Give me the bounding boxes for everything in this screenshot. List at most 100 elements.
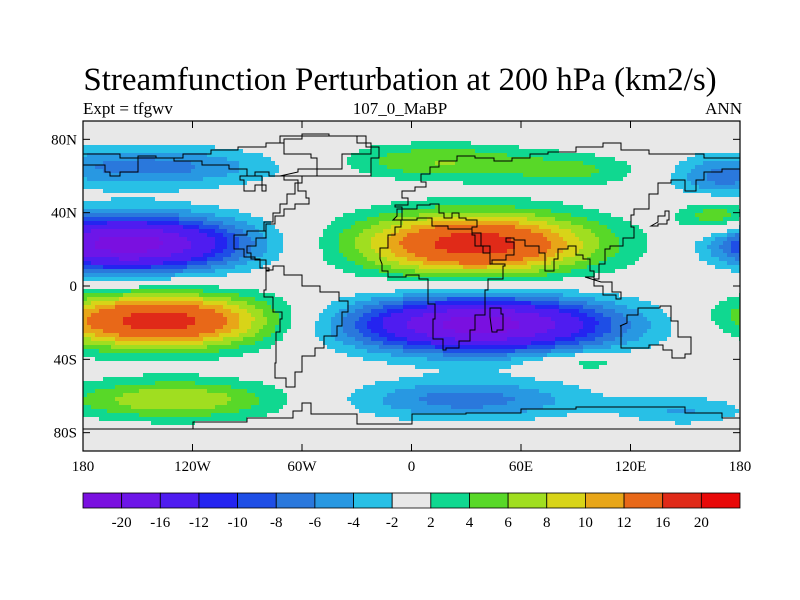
field-cell xyxy=(435,141,440,146)
field-cell xyxy=(627,145,632,150)
field-cell xyxy=(455,153,460,158)
field-cell xyxy=(723,173,728,178)
field-cell xyxy=(635,141,640,146)
field-cell xyxy=(383,205,388,210)
field-cell xyxy=(503,209,508,214)
field-cell xyxy=(671,137,676,142)
field-cell xyxy=(695,205,700,210)
field-cell xyxy=(375,229,380,234)
field-cell xyxy=(407,181,412,186)
field-cell xyxy=(527,221,532,226)
field-cell xyxy=(395,137,400,142)
field-cell xyxy=(579,189,584,194)
field-cell xyxy=(603,185,608,190)
field-cell xyxy=(211,193,216,198)
field-cell xyxy=(523,165,528,170)
field-cell xyxy=(175,189,180,194)
field-cell xyxy=(683,129,688,134)
field-cell xyxy=(467,129,472,134)
field-cell xyxy=(159,225,164,230)
field-cell xyxy=(643,237,648,242)
field-cell xyxy=(731,161,736,166)
field-cell xyxy=(459,137,464,142)
field-cell xyxy=(715,161,720,166)
field-cell xyxy=(523,137,528,142)
field-cell xyxy=(355,173,360,178)
field-cell xyxy=(155,197,160,202)
field-cell xyxy=(95,181,100,186)
field-cell xyxy=(215,241,220,246)
field-cell xyxy=(507,141,512,146)
field-cell xyxy=(179,177,184,182)
field-cell xyxy=(547,213,552,218)
field-cell xyxy=(247,141,252,146)
field-cell xyxy=(703,129,708,134)
field-cell xyxy=(151,165,156,170)
field-cell xyxy=(299,209,304,214)
field-cell xyxy=(375,189,380,194)
field-cell xyxy=(131,121,136,126)
field-cell xyxy=(395,233,400,238)
field-cell xyxy=(499,237,504,242)
field-cell xyxy=(215,165,220,170)
field-cell xyxy=(427,229,432,234)
field-cell xyxy=(575,237,580,242)
field-cell xyxy=(203,133,208,138)
field-cell xyxy=(655,189,660,194)
field-cell xyxy=(603,173,608,178)
field-cell xyxy=(723,157,728,162)
field-cell xyxy=(539,193,544,198)
field-cell xyxy=(115,125,120,130)
field-cell xyxy=(499,153,504,158)
field-cell xyxy=(91,121,96,126)
field-cell xyxy=(323,141,328,146)
field-cell xyxy=(107,129,112,134)
field-cell xyxy=(319,237,324,242)
field-cell xyxy=(295,129,300,134)
field-cell xyxy=(379,193,384,198)
field-cell xyxy=(555,225,560,230)
field-cell xyxy=(507,237,512,242)
field-cell xyxy=(231,141,236,146)
field-cell xyxy=(647,209,652,214)
field-cell xyxy=(587,133,592,138)
field-cell xyxy=(703,209,708,214)
field-cell xyxy=(735,221,740,226)
field-cell xyxy=(147,129,152,134)
field-cell xyxy=(275,189,280,194)
field-cell xyxy=(419,129,424,134)
field-cell xyxy=(639,213,644,218)
field-cell xyxy=(487,129,492,134)
field-cell xyxy=(675,225,680,230)
field-cell xyxy=(139,237,144,242)
field-cell xyxy=(103,185,108,190)
field-cell xyxy=(495,229,500,234)
field-cell xyxy=(219,137,224,142)
field-cell xyxy=(231,241,236,246)
field-cell xyxy=(671,149,676,154)
field-cell xyxy=(463,173,468,178)
field-cell xyxy=(615,125,620,130)
field-cell xyxy=(363,169,368,174)
field-cell xyxy=(523,189,528,194)
field-cell xyxy=(411,165,416,170)
field-cell xyxy=(595,221,600,226)
field-cell xyxy=(347,201,352,206)
field-cell xyxy=(407,149,412,154)
field-cell xyxy=(183,125,188,130)
field-cell xyxy=(687,157,692,162)
field-cell xyxy=(639,189,644,194)
field-cell xyxy=(247,177,252,182)
field-cell xyxy=(235,165,240,170)
field-cell xyxy=(135,225,140,230)
field-cell xyxy=(223,181,228,186)
field-cell xyxy=(83,181,88,186)
field-cell xyxy=(99,221,104,226)
field-cell xyxy=(251,169,256,174)
field-cell xyxy=(707,153,712,158)
field-cell xyxy=(319,177,324,182)
field-cell xyxy=(423,121,428,126)
field-cell xyxy=(311,125,316,130)
field-cell xyxy=(699,185,704,190)
field-cell xyxy=(715,189,720,194)
